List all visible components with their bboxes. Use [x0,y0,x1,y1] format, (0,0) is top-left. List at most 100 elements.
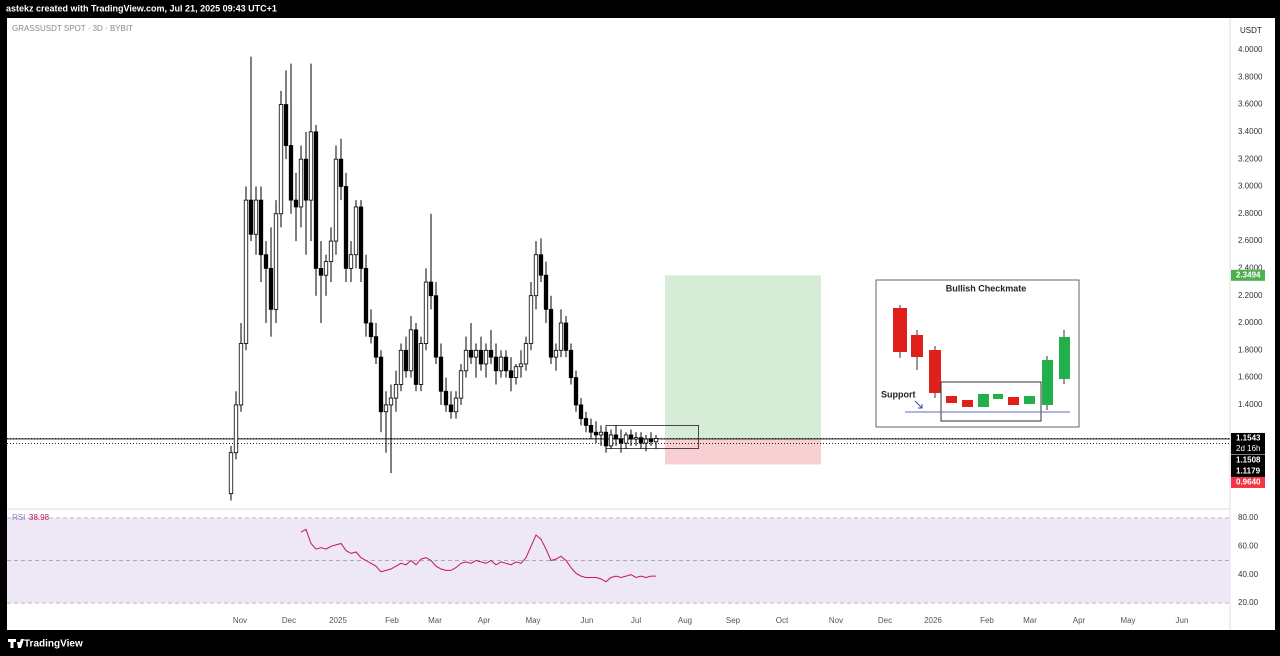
symbol-title: GRASSUSDT SPOT · 3D · BYBIT [12,24,133,33]
x-tick-label: Nov [829,616,843,625]
x-tick-label: Jul [631,616,641,625]
candle-body [458,370,464,399]
candle-body [618,438,624,444]
rsi-name: RSI [12,513,25,522]
y-tick-label: 1.8000 [1238,345,1263,354]
y-tick-label: 3.8000 [1238,72,1263,81]
candle-body [258,199,264,256]
price-tag: 1.1508 [1236,456,1261,465]
candle-body [393,384,399,399]
candle-body [588,425,594,433]
candle-body [233,404,239,454]
y-tick-label: 3.4000 [1238,127,1263,136]
candle-body [443,390,449,406]
stop-tag: 0.9640 [1236,478,1261,487]
inset-illustration: Bullish Checkmate Support [875,279,1080,428]
price-tag: 1.1543 [1236,434,1261,443]
candle-body [558,322,564,351]
x-tick-label: Dec [282,616,296,625]
inset-label: Support [881,389,916,399]
candle-body [368,322,374,338]
candle-body [253,199,259,235]
y-tick-label: 3.6000 [1238,100,1263,109]
candle-body [353,206,359,256]
candle-body [343,186,349,269]
candle-body [538,254,544,276]
candle-body [518,363,524,368]
x-tick-label: May [525,616,540,625]
inset-title: Bullish Checkmate [946,283,1027,293]
candle-body [403,349,409,372]
candle-body [503,356,509,372]
candle-body [578,404,584,419]
currency: USDT [1240,26,1262,35]
candle-body [413,329,419,385]
candle-body [428,281,434,297]
rsi-tick-label: 40.00 [1238,570,1259,579]
candle-body [643,438,649,444]
footer-bar [0,631,1280,656]
candle-body [398,349,404,385]
candle-body [568,349,574,379]
candle-body [593,431,599,436]
x-tick-label: Apr [478,616,491,625]
candle-body [553,349,559,358]
candle-body [373,336,379,358]
candle-body [283,104,289,146]
candle-body [533,254,539,297]
x-tick-label: Sep [726,616,741,625]
y-tick-label: 2.2000 [1238,291,1263,300]
countdown-bg [1231,443,1265,455]
candle-body [633,437,639,440]
y-tick-label: 2.6000 [1238,236,1263,245]
x-tick-label: Mar [428,616,442,625]
candle-body [328,240,334,262]
x-tick-label: Mar [1023,616,1037,625]
brand-logo [8,639,24,648]
target-tag: 2.3494 [1236,270,1261,279]
candle-body [613,434,619,440]
candle-body [598,431,604,436]
y-tick-label: 3.0000 [1238,182,1263,191]
candle-body [273,213,279,310]
candle-body [473,349,479,358]
candle-body [508,370,514,379]
candle-body [238,343,244,406]
candle-body [573,377,579,406]
x-tick-label: Jun [581,616,594,625]
candle-body [603,431,609,447]
inset-arrow [914,400,923,409]
candle-body [408,329,414,372]
candle-body [293,199,299,208]
loss-zone [665,439,821,465]
candle-body [228,452,234,495]
candle-body [498,356,504,372]
y-tick-label: 3.2000 [1238,154,1263,163]
candle-body [653,438,659,443]
price-tag-bg [1231,432,1265,444]
candle-body [313,131,319,269]
candle-body [423,281,429,344]
candle-body [483,349,489,365]
candle-body [318,267,324,276]
candle-body [608,434,614,447]
candle-body [323,261,329,276]
candle-body [433,295,439,358]
candle-body [523,343,529,365]
rsi-line [300,528,656,583]
candle-body [438,356,444,392]
y-tick-label: 2.8000 [1238,209,1263,218]
candle-body [348,254,354,269]
inset-box [940,381,1042,422]
candle-body [493,356,499,372]
candle-body [358,206,364,269]
candle-body [623,434,629,444]
candle-body [583,418,589,426]
x-tick-label: Nov [233,616,247,625]
x-tick-label: 2026 [924,616,942,625]
x-tick-label: Aug [678,616,692,625]
candle-body [338,158,344,187]
price-tag-bg [1231,454,1265,466]
